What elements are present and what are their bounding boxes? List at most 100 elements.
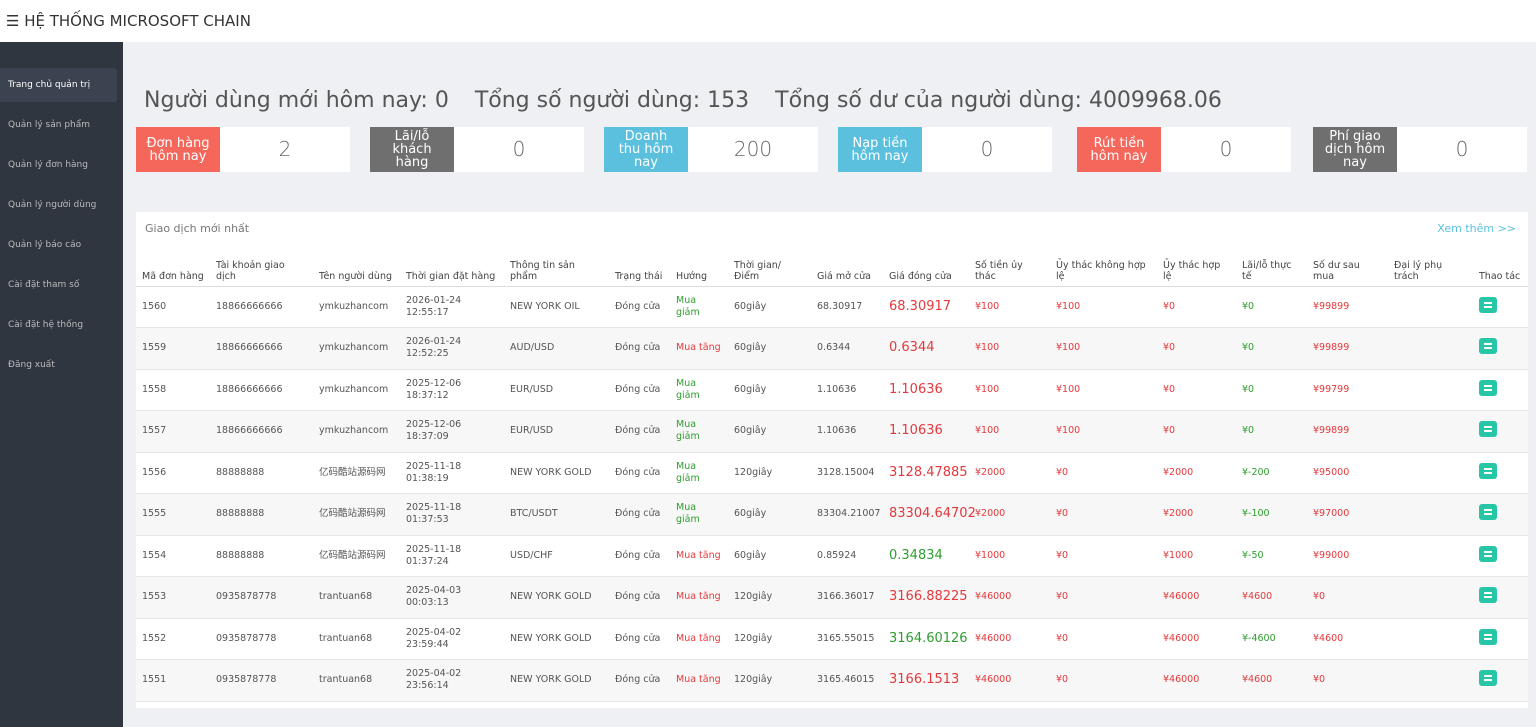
cell: ¥1000 xyxy=(969,535,1050,577)
stat: Tổng số dư của người dùng: 4009968.06 xyxy=(775,88,1222,113)
cell: Mua tăng xyxy=(670,618,728,660)
cell: 60giây xyxy=(728,327,811,370)
cell: 亿码酷站源码网 xyxy=(313,535,400,577)
more-link[interactable]: Xem thêm >> xyxy=(1437,222,1516,235)
cell: 120giây xyxy=(728,618,811,660)
action-button[interactable] xyxy=(1479,421,1497,438)
panel-title: Giao dịch mới nhất xyxy=(145,222,250,235)
cell: Đóng cửa xyxy=(609,327,670,370)
cell: NEW YORK GOLD xyxy=(504,452,609,494)
cell: 3165.46015 xyxy=(811,659,883,702)
action-button[interactable] xyxy=(1479,296,1497,313)
cell: ¥46000 xyxy=(969,576,1050,619)
cell: 0.6344 xyxy=(811,327,883,370)
cell: ¥100 xyxy=(1050,369,1157,411)
cell: ¥0 xyxy=(1236,286,1307,328)
sidebar-item[interactable]: Cài đặt hệ thống xyxy=(8,320,84,330)
action-button[interactable] xyxy=(1479,670,1497,687)
cell: Đóng cửa xyxy=(609,659,670,702)
cell: ymkuzhancom xyxy=(313,410,400,453)
cell: ymkuzhancom xyxy=(313,286,400,328)
action-button[interactable] xyxy=(1479,545,1497,562)
cell: ¥-200 xyxy=(1236,452,1307,494)
sidebar-item[interactable]: Quản lý đơn hàng xyxy=(8,160,88,170)
action-button[interactable] xyxy=(1479,504,1497,521)
card-label: Doanh thu hôm nay xyxy=(604,127,688,172)
cell: Đóng cửa xyxy=(609,410,670,453)
sidebar-item[interactable]: Quản lý sản phẩm xyxy=(8,120,91,130)
action-button[interactable] xyxy=(1479,338,1497,355)
cell: 1551 xyxy=(136,659,210,702)
cell: 0935878778 xyxy=(210,576,313,619)
cell: Đóng cửa xyxy=(609,452,670,494)
table-row: 1555 88888888 亿码酷站源码网 2025-11-18 01:37:53 BT… xyxy=(136,493,1528,536)
cell: ¥0 xyxy=(1050,576,1157,619)
action-button[interactable] xyxy=(1479,628,1497,645)
cell: ¥0 xyxy=(1157,327,1236,370)
column-header: Tên người dùng xyxy=(313,246,400,287)
card-value: 0 xyxy=(1219,137,1233,161)
sidebar-item[interactable]: Quản lý báo cáo xyxy=(8,240,82,250)
cell: 3128.15004 xyxy=(811,452,883,494)
cell xyxy=(1473,535,1528,577)
cell: ¥0 xyxy=(1050,452,1157,494)
cell xyxy=(1388,452,1473,494)
cell: USD/CHF xyxy=(504,535,609,577)
cell: Đóng cửa xyxy=(609,286,670,328)
table-row: 1551 0935878778 trantuan68 2025-04-02 23:56… xyxy=(136,659,1528,702)
cell: ¥99899 xyxy=(1307,286,1388,328)
cell: 2025-04-02 23:59:44 xyxy=(400,618,504,660)
cell: 2025-04-02 23:56:14 xyxy=(400,659,504,702)
stat-card: Nạp tiền hôm nay 0 xyxy=(838,127,1052,172)
cell: 68.30917 xyxy=(811,286,883,328)
card-value: 0 xyxy=(512,137,526,161)
table-row: 1556 88888888 亿码酷站源码网 2025-11-18 01:38:19 NE… xyxy=(136,452,1528,494)
cell xyxy=(1473,410,1528,453)
cell: ¥99000 xyxy=(1307,535,1388,577)
cell: 3165.55015 xyxy=(811,618,883,660)
cell: Mua giảm xyxy=(670,369,728,411)
cell: 3166.88225 xyxy=(883,576,969,619)
cell: ¥-100 xyxy=(1236,493,1307,536)
column-header: Tài khoản giao dịch xyxy=(210,246,313,287)
cell: 1560 xyxy=(136,286,210,328)
cell: ¥100 xyxy=(1050,410,1157,453)
cell: 1557 xyxy=(136,410,210,453)
cell: ¥4600 xyxy=(1307,618,1388,660)
sidebar-item[interactable]: Trang chủ quản trị xyxy=(0,68,117,102)
card-label: Phí giao dịch hôm nay xyxy=(1313,127,1397,172)
cell: 2025-11-18 01:38:19 xyxy=(400,452,504,494)
cell xyxy=(1473,493,1528,536)
sidebar-item[interactable]: Cài đặt tham số xyxy=(8,280,80,290)
cell: Mua tăng xyxy=(670,576,728,619)
cell: 68.30917 xyxy=(883,286,969,328)
cell: 1552 xyxy=(136,618,210,660)
cell: 2026-01-24 12:52:25 xyxy=(400,327,504,370)
sidebar-item[interactable]: Đăng xuất xyxy=(8,360,55,370)
column-header: Đại lý phụ trách xyxy=(1388,246,1473,287)
cell: 88888888 xyxy=(210,535,313,577)
card-value: 0 xyxy=(1455,137,1469,161)
table-row: 1559 18866666666 ymkuzhancom 2026-01-24 12:… xyxy=(136,327,1528,370)
card-label: Lãi/lỗ khách hàng xyxy=(370,127,454,172)
cell: 0935878778 xyxy=(210,618,313,660)
cell: ¥0 xyxy=(1307,659,1388,702)
cell: 0.34834 xyxy=(883,535,969,577)
cell: ¥0 xyxy=(1050,535,1157,577)
column-header: Giá mở cửa xyxy=(811,246,883,287)
cell: 88888888 xyxy=(210,452,313,494)
cell: 3164.60126 xyxy=(883,618,969,660)
cell: 1556 xyxy=(136,452,210,494)
cell: 18866666666 xyxy=(210,286,313,328)
cell: 60giây xyxy=(728,410,811,453)
cell: ¥2000 xyxy=(1157,493,1236,536)
action-button[interactable] xyxy=(1479,462,1497,479)
cell: ¥0 xyxy=(1157,410,1236,453)
cell: ¥0 xyxy=(1236,369,1307,411)
action-button[interactable] xyxy=(1479,379,1497,396)
sidebar-item[interactable]: Quản lý người dùng xyxy=(8,200,97,210)
cell: ¥0 xyxy=(1236,410,1307,453)
cell xyxy=(1473,369,1528,411)
action-button[interactable] xyxy=(1479,587,1497,604)
header: ☰ HỆ THỐNG MICROSOFT CHAIN xyxy=(0,0,1536,42)
